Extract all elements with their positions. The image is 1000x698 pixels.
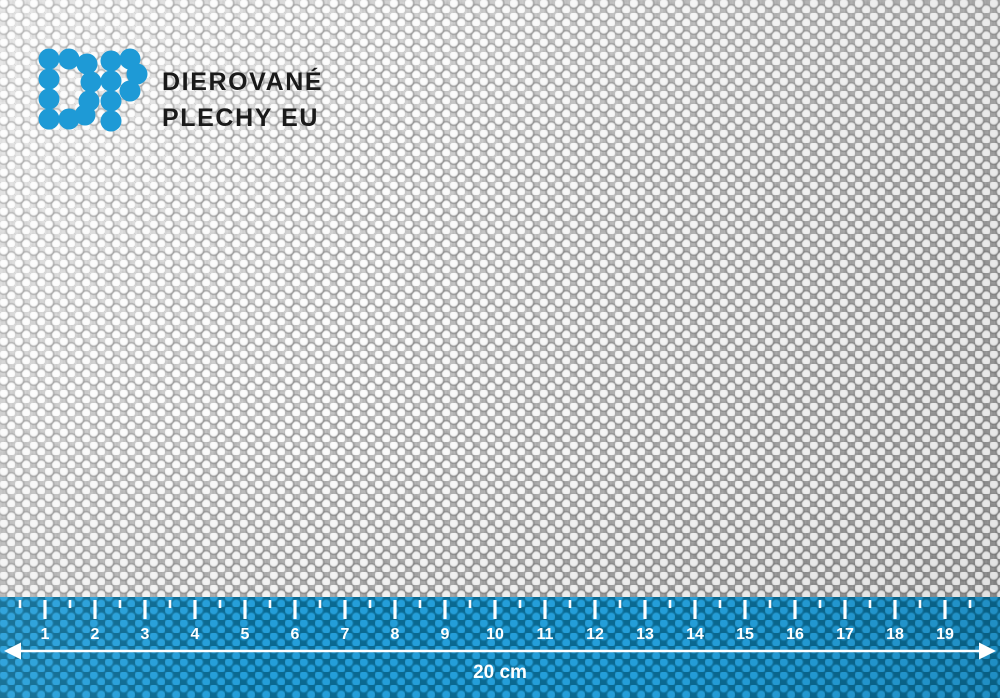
ruler-tick-label: 7 bbox=[341, 626, 350, 643]
ruler-tick-label: 13 bbox=[636, 626, 654, 643]
ruler-tick-label: 5 bbox=[241, 626, 250, 643]
ruler-major-ticks bbox=[43, 600, 947, 619]
ruler-minor-ticks bbox=[18, 600, 972, 608]
ruler-tick-label: 18 bbox=[886, 626, 904, 643]
ruler-tick-labels: 1 2 3 4 5 6 7 8 9 10 11 12 13 14 15 16 17 18 19 bbox=[41, 626, 954, 643]
span-arrow-head bbox=[979, 642, 996, 660]
ruler-tick-label: 9 bbox=[441, 626, 450, 643]
brand-name-line-2: PLECHY EU bbox=[162, 103, 320, 132]
ruler-tick-label: 15 bbox=[736, 626, 754, 643]
ruler-tick-label: 8 bbox=[391, 626, 400, 643]
ruler-tick-label: 4 bbox=[191, 626, 200, 643]
ruler-tick-label: 3 bbox=[141, 626, 150, 643]
span-arrow-head bbox=[4, 642, 21, 660]
scale-ruler-band: 1 2 3 4 5 6 7 8 9 10 11 12 13 14 15 16 17 18 19 20 cm bbox=[0, 597, 1000, 698]
brand-wordmark: DIEROVANÉ PLECHY EU bbox=[162, 67, 324, 132]
ruler-tick-label: 1 bbox=[41, 626, 50, 643]
brand-name-line-1: DIEROVANÉ bbox=[162, 67, 324, 96]
ruler-tick-label: 17 bbox=[836, 626, 854, 643]
ruler-span-arrow bbox=[4, 642, 996, 660]
dp-dotted-monogram-icon bbox=[38, 48, 148, 132]
ruler-tick-label: 14 bbox=[686, 626, 704, 643]
ruler-tick-label: 10 bbox=[486, 626, 504, 643]
ruler-marks: 1 2 3 4 5 6 7 8 9 10 11 12 13 14 15 16 17 18 19 20 cm bbox=[4, 600, 996, 683]
brand-logo: DIEROVANÉ PLECHY EU bbox=[38, 48, 323, 140]
ruler-tick-label: 2 bbox=[91, 626, 100, 643]
ruler-tick-label: 16 bbox=[786, 626, 804, 643]
ruler-tick-label: 12 bbox=[586, 626, 604, 643]
ruler-tick-label: 19 bbox=[936, 626, 954, 643]
ruler-tick-label: 11 bbox=[537, 626, 554, 643]
ruler-span-label: 20 cm bbox=[473, 662, 527, 683]
ruler-tick-label: 6 bbox=[291, 626, 300, 643]
